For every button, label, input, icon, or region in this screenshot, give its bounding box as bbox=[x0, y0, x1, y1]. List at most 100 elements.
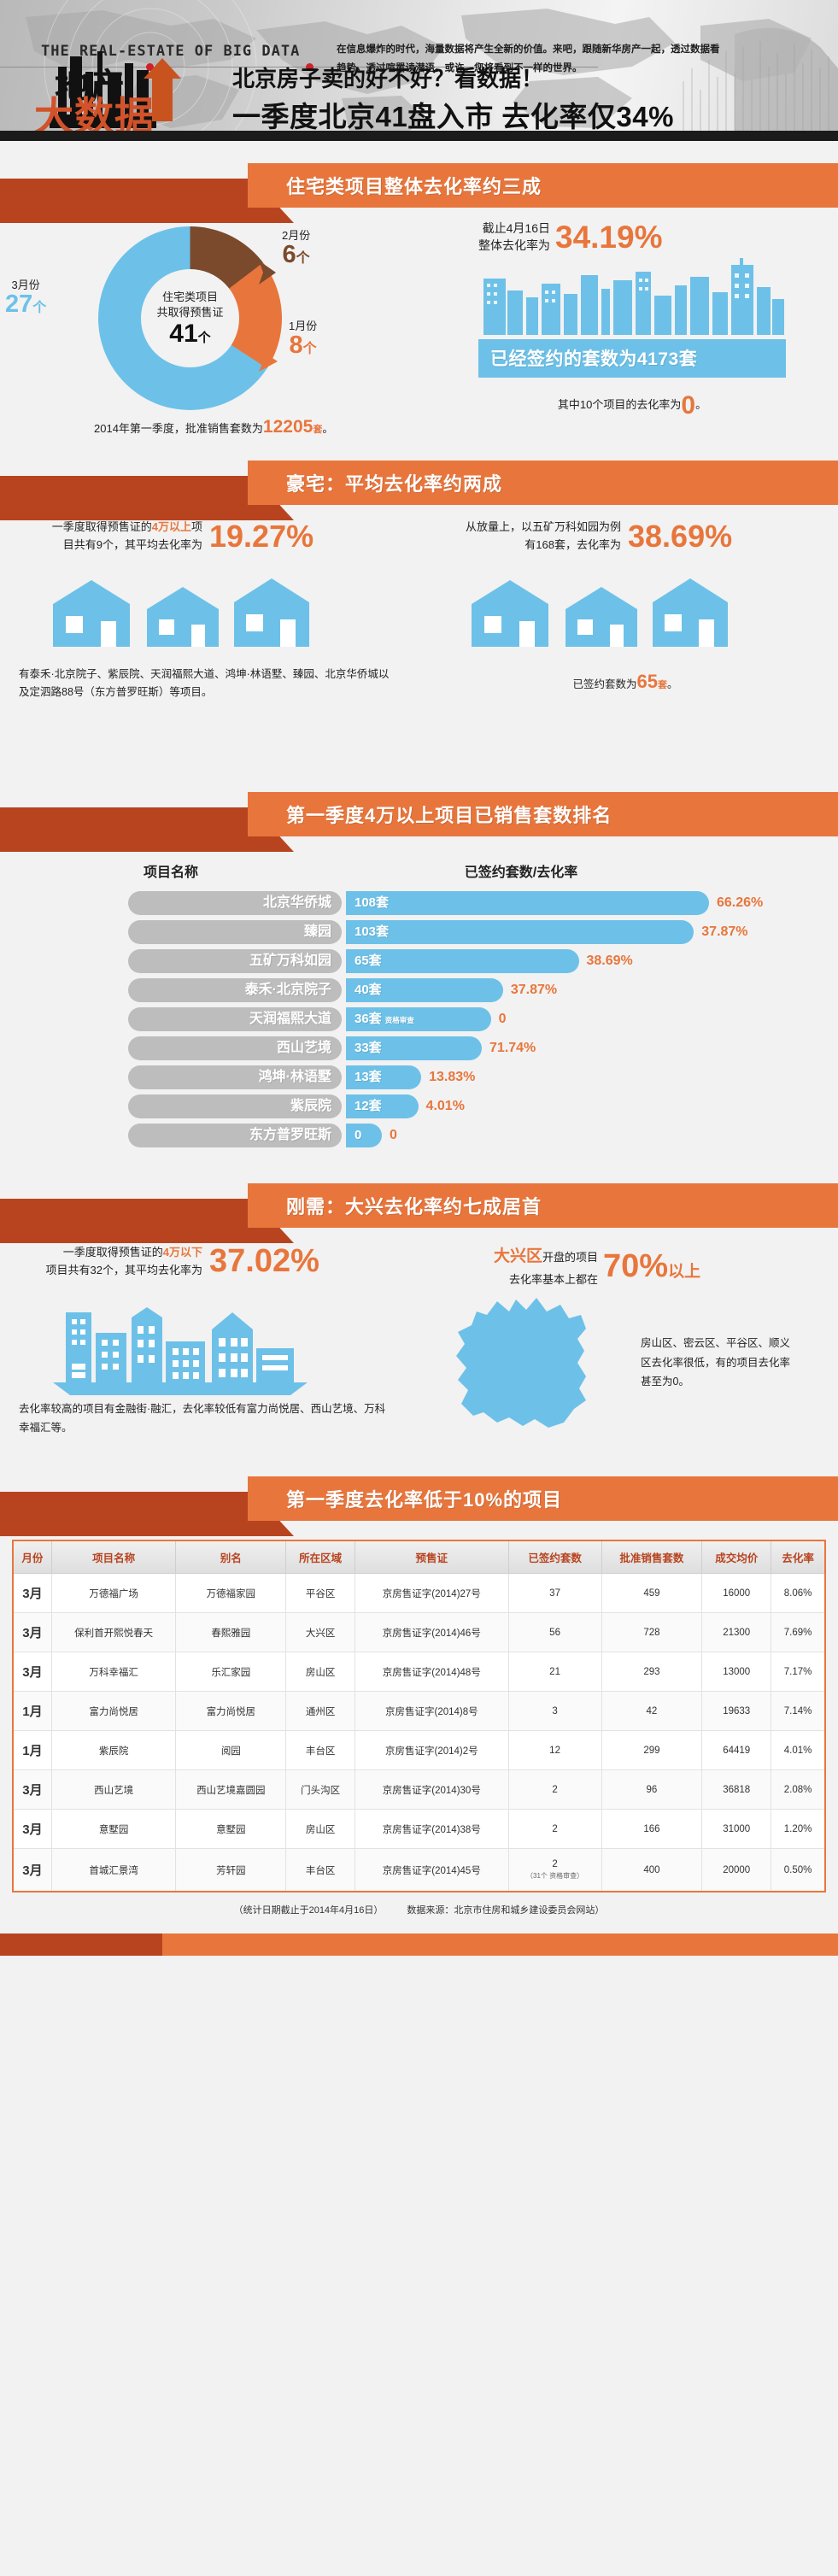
bar-row: 鸿坤·林语墅 13套 13.83% bbox=[0, 1065, 838, 1089]
table-cell-approved: 299 bbox=[601, 1730, 703, 1770]
luxury-left-text-line2: 目共有9个，其平均去化率为 bbox=[62, 537, 202, 551]
bar-project-name: 东方普罗旺斯 bbox=[128, 1124, 342, 1147]
residential-note-unit: 套 bbox=[313, 425, 323, 435]
zero-rate-value: 0 bbox=[681, 390, 696, 420]
luxury-left-stat: 一季度取得预售证的4万以上项 目共有9个，其平均去化率为 19.27% bbox=[19, 519, 395, 555]
bar-value-bar: 0 bbox=[346, 1124, 382, 1147]
table-cell-rate: 4.01% bbox=[771, 1730, 825, 1770]
table-row: 3月 首城汇景湾 芳轩园 丰台区 京房售证字(2014)45号 2 （31个 资格审查） 40… bbox=[13, 1848, 825, 1892]
table-cell-price: 36818 bbox=[701, 1769, 772, 1810]
donut-pointers bbox=[103, 261, 278, 372]
table-header-row: 月份 项目名称 别名 所在区域 预售证 已签约套数 批准销售套数 成交均价 去化率 bbox=[13, 1540, 825, 1574]
table-cell-signed: 3 bbox=[508, 1691, 602, 1731]
section-banner-ranking: 第一季度4万以上项目已销售套数排名 bbox=[0, 792, 838, 852]
table-cell-signed: 21 bbox=[508, 1652, 602, 1692]
table-cell-cert: 京房售证字(2014)38号 bbox=[355, 1809, 509, 1849]
bar-project-name: 西山艺境 bbox=[128, 1036, 342, 1060]
logo-text-line1: 地产 bbox=[55, 67, 126, 105]
table-cell-alias: 乐汇家园 bbox=[175, 1652, 287, 1692]
zero-rate-prefix: 其中10个项目的去化率为 bbox=[557, 397, 682, 411]
bar-row: 紫辰院 12套 4.01% bbox=[0, 1094, 838, 1118]
demand-right-num-suffix: 以上 bbox=[668, 1263, 701, 1282]
feb-number: 6 bbox=[282, 241, 296, 268]
table-cell-cert: 京房售证字(2014)2号 bbox=[355, 1730, 509, 1770]
residential-note-prefix: 2014年第一季度，批准销售套数为 bbox=[94, 422, 263, 435]
header-main-title: 一季度北京41盘入市 去化率仅34% bbox=[232, 101, 674, 132]
demand-left-number: 37.02% bbox=[209, 1243, 319, 1280]
table-row: 3月 意墅园 意墅园 房山区 京房售证字(2014)38号 2 166 31000 1.20% bbox=[13, 1809, 825, 1849]
banner-title: 第一季度去化率低于10%的项目 bbox=[286, 1489, 563, 1511]
header-bottom-bar bbox=[0, 131, 838, 141]
table-cell-price: 64419 bbox=[701, 1730, 772, 1770]
luxury-right-desc-value: 65 bbox=[636, 670, 658, 692]
demand-left-text-hl: 4万以下 bbox=[162, 1246, 202, 1259]
table-cell-alias: 意墅园 bbox=[175, 1809, 287, 1849]
bar-project-name: 五矿万科如园 bbox=[128, 949, 342, 973]
footer-left: （统计日期截止于2014年4月16日） bbox=[233, 1905, 384, 1916]
logo: 地产 大数据 bbox=[24, 48, 199, 138]
table-cell-district: 通州区 bbox=[285, 1691, 356, 1731]
luxury-right-number: 38.69% bbox=[628, 518, 733, 554]
table-cell-cert: 京房售证字(2014)30号 bbox=[355, 1769, 509, 1810]
bar-rate-label: 0 bbox=[390, 1128, 397, 1142]
luxury-right-desc-unit: 套 bbox=[657, 679, 667, 690]
page-header: THE REAL-ESTATE OF BIG DATA 在信息爆炸的时代，海量数… bbox=[0, 0, 838, 141]
section-banner-residential: 住宅类项目整体去化率约三成 bbox=[0, 163, 838, 223]
bar-value-bar: 36套 资格审查 bbox=[346, 1007, 491, 1031]
table-cell-alias: 西山艺境嘉圆园 bbox=[175, 1769, 287, 1810]
table-cell-month: 3月 bbox=[13, 1848, 52, 1892]
donut-label-mar: 3月份 27个 bbox=[5, 276, 46, 317]
bar-row: 西山艺境 33套 71.74% bbox=[0, 1036, 838, 1060]
section-luxury: 一季度取得预售证的4万以上项 目共有9个，其平均去化率为 19.27% bbox=[0, 505, 838, 770]
table-cell-name: 保利首开熙悦春天 bbox=[51, 1612, 177, 1652]
bar-project-name: 紫辰院 bbox=[128, 1094, 342, 1118]
table-cell-signed: 2 bbox=[508, 1809, 602, 1849]
bar-value-bar: 108套 bbox=[346, 891, 709, 915]
beijing-map-icon bbox=[456, 1298, 586, 1429]
section-residential: 住宅类项目 共取得预售证 41个 2月份 6个 1月份 8个 3月份 27个 2… bbox=[0, 208, 838, 438]
demand-right-number: 70%以上 bbox=[603, 1250, 700, 1282]
donut-label-jan: 1月份 8个 bbox=[289, 317, 317, 358]
table-cell-signed: 2 bbox=[508, 1769, 602, 1810]
bar-rate-label: 0 bbox=[498, 1012, 507, 1026]
table-cell-month: 3月 bbox=[13, 1612, 52, 1652]
bar-project-name: 臻园 bbox=[128, 920, 342, 944]
banner-plate: 第一季度去化率低于10%的项目 bbox=[248, 1476, 838, 1521]
banner-title: 第一季度4万以上项目已销售套数排名 bbox=[286, 805, 612, 826]
donut-center: 住宅类项目 共取得预售证 41个 bbox=[141, 269, 239, 367]
section-banner-lowrate: 第一季度去化率低于10%的项目 bbox=[0, 1476, 838, 1536]
donut-center-line1: 住宅类项目 bbox=[161, 290, 218, 304]
table-cell-approved: 459 bbox=[601, 1573, 703, 1613]
table-row: 3月 万德福广场 万德福家园 平谷区 京房售证字(2014)27号 37 459 16000 8… bbox=[13, 1573, 825, 1613]
bar-annotation: 资格审查 bbox=[384, 1016, 414, 1024]
bar-value-bar: 13套 bbox=[346, 1065, 422, 1089]
donut-label-feb: 2月份 6个 bbox=[282, 226, 310, 267]
bar-project-name: 天润福熙大道 bbox=[128, 1007, 342, 1031]
header-subtitle: 北京房子卖的好不好？看数据！ bbox=[232, 66, 544, 91]
donut-center-line2: 共取得预售证 bbox=[156, 306, 224, 319]
section-banner-demand: 刚需：大兴去化率约七成居首 bbox=[0, 1183, 838, 1243]
table-cell-price: 20000 bbox=[701, 1848, 772, 1892]
table-cell-price: 16000 bbox=[701, 1573, 772, 1613]
banner-title: 豪宅：平均去化率约两成 bbox=[286, 473, 503, 495]
bar-project-name: 北京华侨城 bbox=[128, 891, 342, 915]
residential-note: 2014年第一季度，批准销售套数为12205套。 bbox=[94, 417, 333, 437]
table-cell-rate: 0.50% bbox=[771, 1848, 825, 1892]
table-column-header: 去化率 bbox=[771, 1540, 825, 1574]
demand-left-text-a: 一季度取得预售证的 bbox=[62, 1246, 163, 1259]
bar-rate-label: 37.87% bbox=[701, 924, 748, 939]
table-column-header: 成交均价 bbox=[701, 1540, 772, 1574]
demand-right-stat: 大兴区开盘的项目 去化率基本上都在 70%以上 bbox=[427, 1243, 820, 1289]
donut-label-mar-value: 27个 bbox=[5, 292, 46, 317]
table-cell-cert: 京房售证字(2014)48号 bbox=[355, 1652, 509, 1692]
luxury-left: 一季度取得预售证的4万以上项 目共有9个，其平均去化率为 19.27% bbox=[19, 519, 395, 702]
table-cell-name: 万科幸福汇 bbox=[51, 1652, 177, 1692]
demand-left: 一季度取得预售证的4万以下 项目共有32个，其平均去化率为 37.02% bbox=[19, 1243, 395, 1438]
table-cell-month: 1月 bbox=[13, 1691, 52, 1731]
table-row: 3月 西山艺境 西山艺境嘉圆园 门头沟区 京房售证字(2014)30号 2 96 36818 2… bbox=[13, 1769, 825, 1810]
bar-value-bar: 103套 bbox=[346, 920, 694, 944]
table-cell-cert: 京房售证字(2014)46号 bbox=[355, 1612, 509, 1652]
houses-icon bbox=[472, 578, 728, 647]
luxury-left-text-hl: 4万以上 bbox=[151, 520, 191, 533]
donut-chart: 住宅类项目 共取得预售证 41个 bbox=[98, 226, 282, 410]
